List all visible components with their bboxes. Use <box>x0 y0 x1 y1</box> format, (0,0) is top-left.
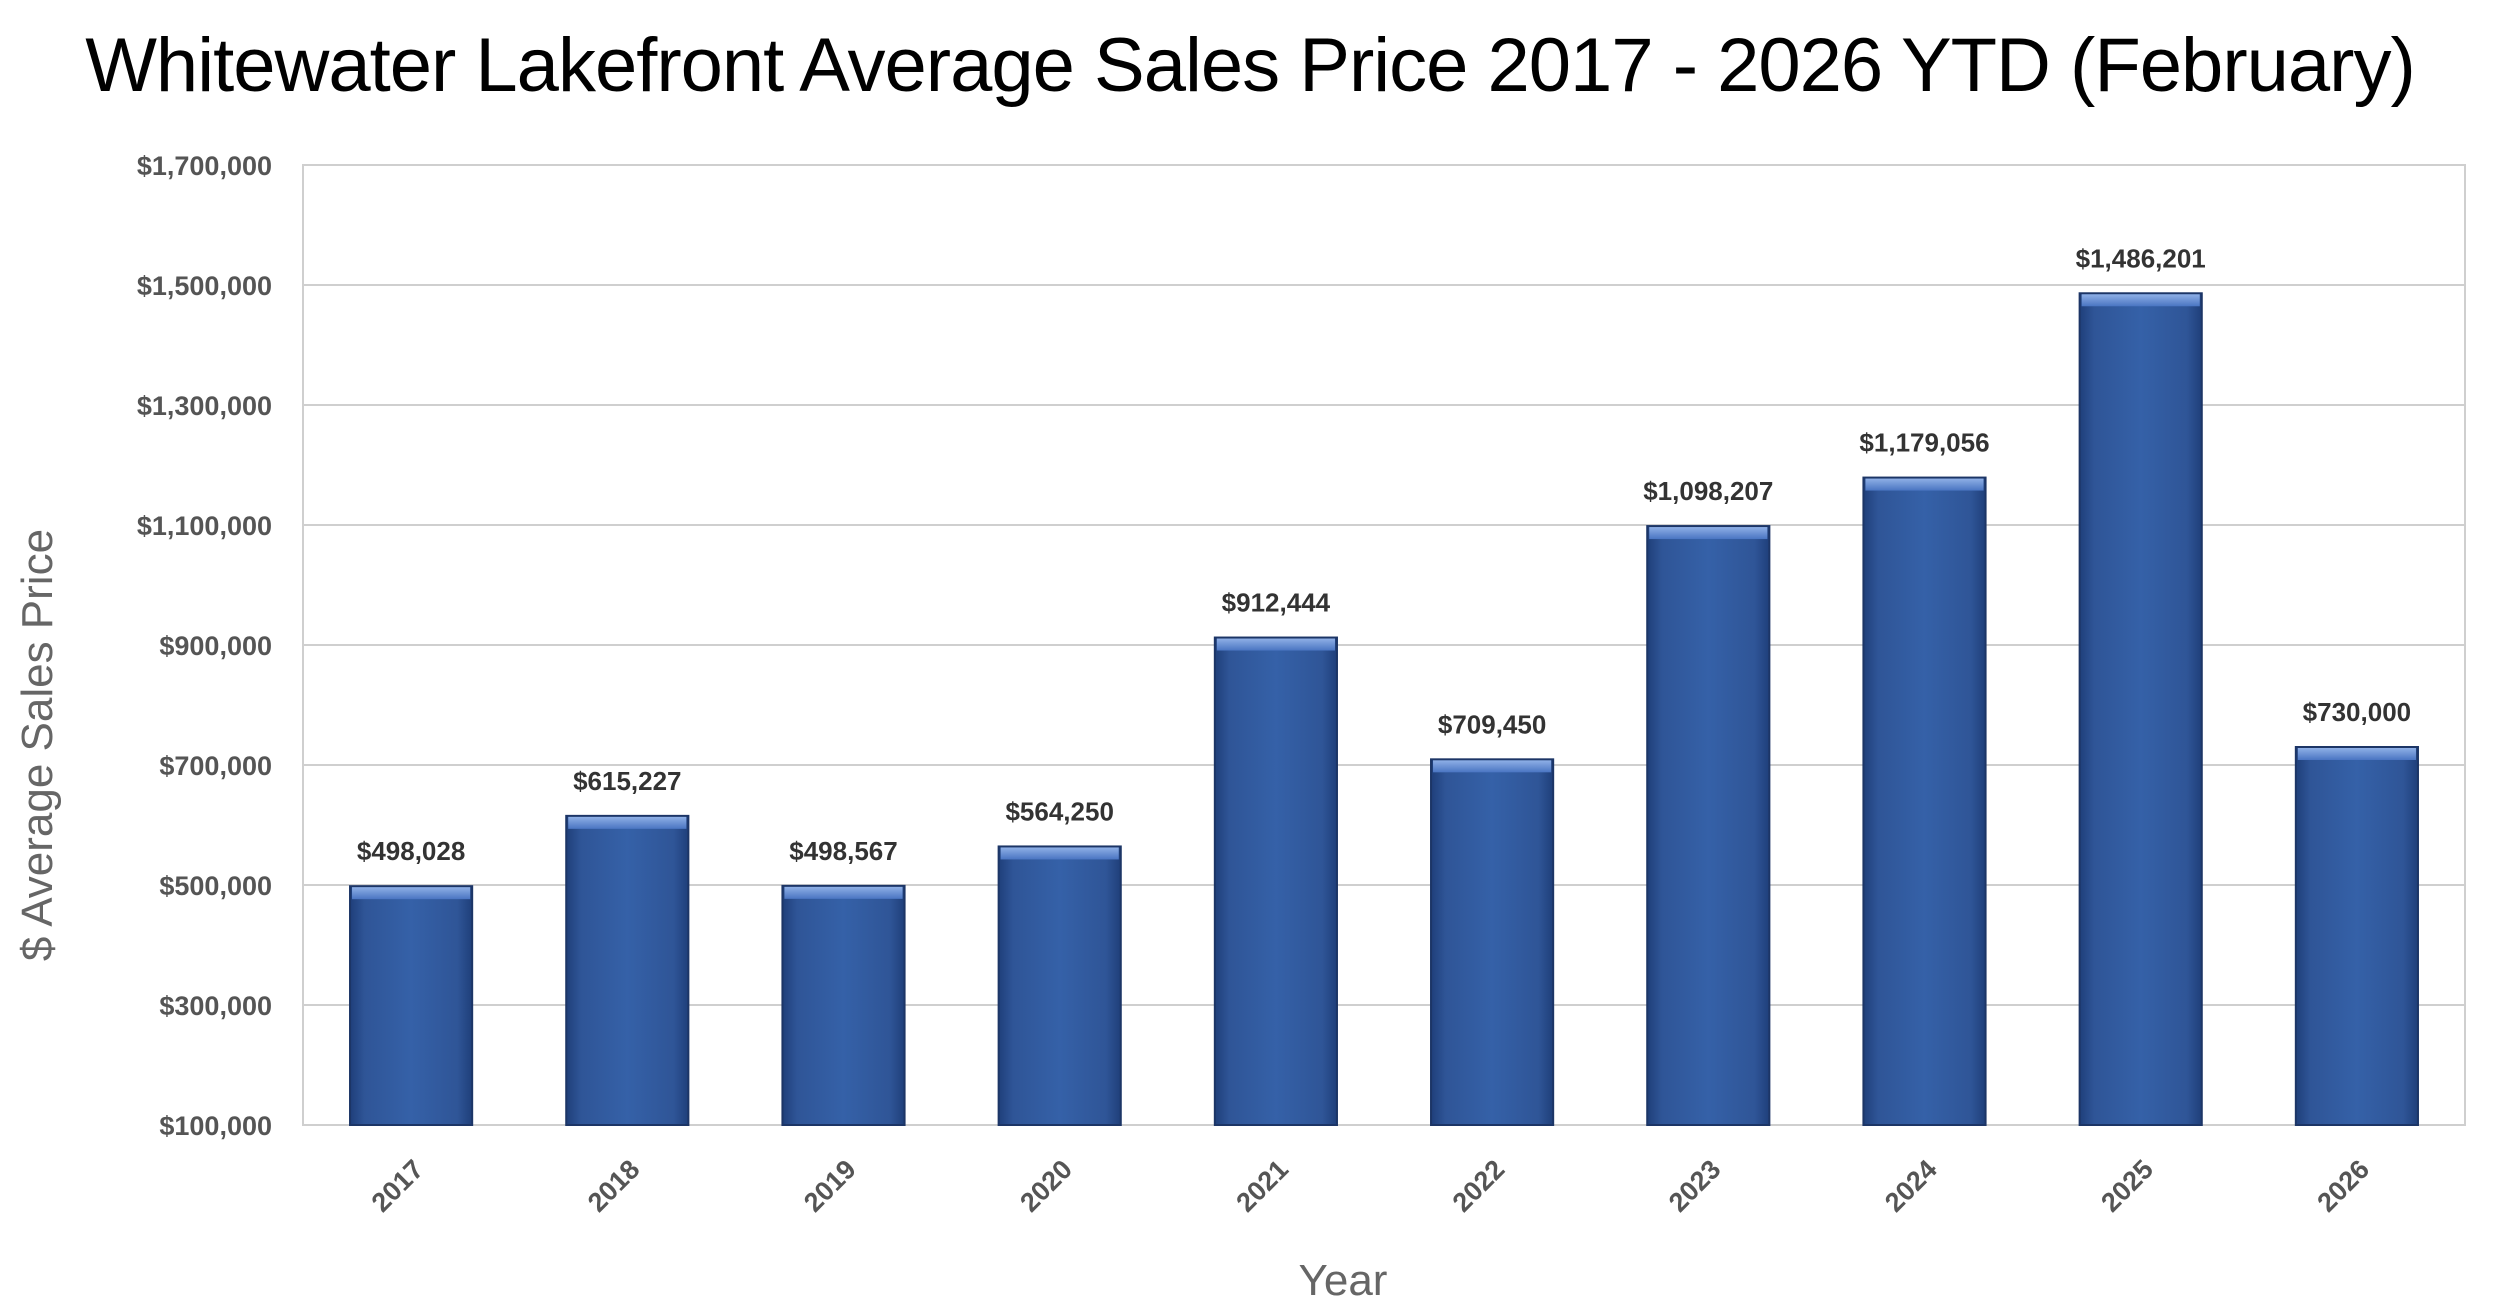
y-tick-label: $1,700,000 <box>137 151 272 181</box>
bar-2018 <box>565 814 690 1126</box>
bar-highlight <box>1000 847 1119 860</box>
bar-highlight <box>1649 527 1768 540</box>
x-axis: 2017 2018 2019 2020 2021 2022 2023 2024 2025 2026 <box>366 1154 2375 1218</box>
bar-highlight <box>352 887 471 900</box>
x-tick-label: 2024 <box>1879 1154 1943 1218</box>
data-label: $730,000 <box>2303 697 2411 727</box>
data-label: $1,179,056 <box>1859 428 1989 458</box>
bar <box>2294 746 2419 1126</box>
bar-highlight <box>1865 478 1984 491</box>
y-tick-label: $1,500,000 <box>137 271 272 301</box>
bar-2021 <box>1213 636 1338 1127</box>
data-label: $1,098,207 <box>1643 476 1773 506</box>
x-tick-label: 2021 <box>1230 1154 1294 1218</box>
y-tick-label: $900,000 <box>159 631 272 661</box>
x-tick-label: 2025 <box>2095 1154 2159 1218</box>
bar-highlight <box>2081 294 2200 307</box>
bar-2019 <box>781 884 906 1126</box>
bars <box>349 292 2419 1127</box>
y-tick-label: $500,000 <box>159 871 272 901</box>
y-axis: $100,000 $300,000 $500,000 $700,000 $900,000… <box>137 151 272 1141</box>
y-tick-label: $700,000 <box>159 751 272 781</box>
data-label: $912,444 <box>1222 588 1331 618</box>
y-tick-label: $100,000 <box>159 1111 272 1141</box>
bar <box>565 814 690 1126</box>
bar <box>1213 636 1338 1127</box>
data-labels: $498,028 $615,227 $498,567 $564,250 $912,444… <box>357 243 2411 866</box>
y-tick-label: $1,300,000 <box>137 391 272 421</box>
bar <box>2078 292 2203 1126</box>
y-tick-label: $300,000 <box>159 991 272 1021</box>
bar-2022 <box>1430 758 1555 1127</box>
bar <box>1646 525 1771 1126</box>
bar-2026 <box>2294 746 2419 1126</box>
x-tick-label: 2023 <box>1663 1154 1727 1218</box>
x-tick-label: 2022 <box>1447 1154 1511 1218</box>
data-label: $564,250 <box>1005 796 1113 826</box>
bar-highlight <box>784 886 903 899</box>
bar-highlight <box>1433 760 1552 773</box>
x-tick-label: 2019 <box>798 1154 862 1218</box>
bar <box>1430 758 1555 1127</box>
x-tick-label: 2026 <box>2311 1154 2375 1218</box>
y-axis-title: $ Average Sales Price <box>13 529 62 961</box>
x-axis-title: Year <box>1299 1256 1388 1305</box>
data-label: $498,567 <box>789 836 897 866</box>
data-label: $709,450 <box>1438 709 1546 739</box>
data-label: $1,486,201 <box>2076 243 2206 273</box>
bar-2023 <box>1646 525 1771 1126</box>
bar-highlight <box>568 816 687 829</box>
bar-highlight <box>1216 638 1335 651</box>
x-tick-label: 2020 <box>1014 1154 1078 1218</box>
x-tick-label: 2018 <box>582 1154 646 1218</box>
bar-2020 <box>997 845 1122 1126</box>
bar-highlight <box>2297 748 2416 760</box>
bar <box>781 884 906 1126</box>
x-tick-label: 2017 <box>366 1154 430 1218</box>
data-label: $498,028 <box>357 836 465 866</box>
bar <box>997 845 1122 1126</box>
bar <box>349 885 474 1127</box>
chart-title: Whitewater Lakefront Average Sales Price… <box>85 23 2416 108</box>
bar-2017 <box>349 885 474 1127</box>
y-tick-label: $1,100,000 <box>137 511 272 541</box>
bar <box>1862 476 1987 1126</box>
data-label: $615,227 <box>573 766 681 796</box>
bar-2025 <box>2078 292 2203 1126</box>
bar-2024 <box>1862 476 1987 1126</box>
